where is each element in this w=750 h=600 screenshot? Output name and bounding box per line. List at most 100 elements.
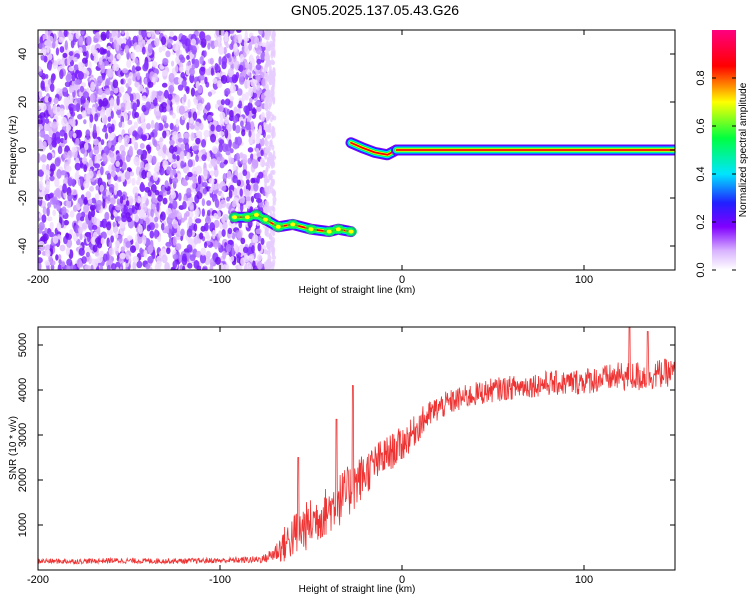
spectrogram-noise-speck <box>234 136 238 145</box>
spectrogram-y-tick-label: 0 <box>17 147 29 153</box>
spectrogram-noise-speck <box>197 151 203 158</box>
spectrogram-noise-speck <box>120 30 125 35</box>
spectrogram-noise-speck <box>91 106 96 115</box>
spectrogram-noise-speck <box>195 165 203 175</box>
spectrogram-noise-speck <box>93 145 100 155</box>
spectrogram-noise-speck <box>161 36 167 45</box>
spectrogram-noise-speck <box>189 124 195 130</box>
spectrogram-noise-speck <box>79 85 85 93</box>
spectrogram-noise-speck <box>269 64 272 73</box>
spectrogram-noise-speck <box>127 86 132 93</box>
spectrogram-noise-speck <box>67 155 71 165</box>
spectrogram-noise-speck <box>124 44 130 54</box>
spectrogram-noise-speck <box>154 216 159 223</box>
spectrogram-noise-speck <box>47 96 52 103</box>
spectrogram-noise-speck <box>206 209 211 216</box>
snr-frame <box>37 326 676 571</box>
spectrogram-noise-speck <box>71 146 78 153</box>
spectrogram-noise-speck <box>59 244 66 252</box>
spectrogram-noise-speck <box>142 63 149 72</box>
spectrogram-noise-speck <box>178 192 182 202</box>
spectrogram-noise-speck <box>120 246 125 253</box>
spectrogram-noise-speck <box>127 78 132 86</box>
spectrogram-noise-speck <box>190 132 195 142</box>
spectrogram-noise-speck <box>109 90 114 96</box>
spectrogram-noise-speck <box>93 123 97 134</box>
spectrogram-noise-speck <box>131 177 136 186</box>
spectrogram-noise-speck <box>232 122 236 132</box>
spectrogram-noise-speck <box>236 179 242 187</box>
spectrogram-noise-speck <box>38 212 43 219</box>
spectrogram-noise-speck <box>140 181 145 191</box>
spectrogram-noise-speck <box>202 187 207 195</box>
spectrogram-noise-speck <box>88 159 93 168</box>
spectrogram-noise-speck <box>45 83 50 93</box>
spectrogram-track-blob <box>335 227 341 232</box>
spectrogram-noise-speck <box>186 151 191 160</box>
spectrogram-noise-speck <box>172 260 178 269</box>
spectrogram-noise-speck <box>114 240 120 248</box>
spectrogram-noise-speck <box>114 63 120 72</box>
spectrogram-noise-speck <box>220 192 225 200</box>
spectrogram-noise-speck <box>50 260 56 266</box>
spectrogram-noise-speck <box>49 231 55 238</box>
spectrogram-noise-speck <box>209 170 215 177</box>
spectrogram-noise-speck <box>102 97 109 107</box>
spectrogram-noise-speck <box>104 60 109 67</box>
spectrogram-noise-speck <box>249 88 253 98</box>
spectrogram-noise-speck <box>105 107 112 117</box>
spectrogram-noise-speck <box>264 63 269 68</box>
snr-x-ticks: -200 -100 0 100 <box>27 327 593 586</box>
spectrogram-noise-speck <box>187 171 193 178</box>
spectrogram-noise-speck <box>138 209 145 220</box>
spectrogram-noise-speck <box>38 90 43 99</box>
spectrogram-noise-speck <box>94 258 99 268</box>
spectrogram-noise-speck <box>129 245 136 253</box>
spectrogram-noise-speck <box>232 161 237 172</box>
spectrogram-noise-speck <box>233 243 238 253</box>
snr-x-label: Height of straight line (km) <box>299 584 416 595</box>
spectrogram-noise-speck <box>272 67 276 74</box>
spectrogram-noise-speck <box>199 31 206 41</box>
spectrogram-noise-speck <box>53 97 59 105</box>
spectrogram-noise-speck <box>264 49 269 56</box>
spectrogram-noise-speck <box>198 156 203 162</box>
spectrogram-noise-speck <box>257 235 262 242</box>
spectrogram-noise-speck <box>258 30 264 35</box>
spectrogram-noise-speck <box>48 62 52 71</box>
spectrogram-noise-speck <box>127 235 133 241</box>
spectrogram-noise-speck <box>113 185 118 196</box>
spectrogram-noise-speck <box>109 197 116 205</box>
spectrogram-noise-speck <box>252 92 258 99</box>
spectrogram-noise-speck <box>267 102 271 110</box>
spectrogram-noise-speck <box>197 102 203 112</box>
spectrogram-noise-speck <box>256 58 262 65</box>
spectrogram-noise-speck <box>75 30 80 40</box>
spectrogram-noise-speck <box>186 244 193 253</box>
spectrogram-noise-speck <box>261 137 265 147</box>
spectrogram-noise-speck <box>89 185 95 192</box>
spectrogram-noise-speck <box>187 262 193 269</box>
spectrogram-noise-speck <box>248 42 253 51</box>
spectrogram-noise-speck <box>215 30 222 37</box>
spectrogram-noise-speck <box>90 264 94 270</box>
spectrogram-noise-speck <box>187 111 192 119</box>
spectrogram-noise-speck <box>75 102 81 113</box>
spectrogram-noise-speck <box>47 53 53 61</box>
spectrogram-noise-speck <box>106 229 113 236</box>
spectrogram-noise-speck <box>218 139 225 145</box>
spectrogram-noise-speck <box>146 152 151 162</box>
spectrogram-noise-speck <box>180 228 185 237</box>
spectrogram-noise-speck <box>141 46 146 55</box>
spectrogram-noise-speck <box>42 206 47 215</box>
spectrogram-noise-speck <box>134 44 141 53</box>
spectrogram-noise-speck <box>222 214 229 221</box>
spectrogram-noise-speck <box>172 154 177 160</box>
spectrogram-noise-speck <box>87 234 91 243</box>
spectrogram-noise-speck <box>140 134 148 141</box>
spectrogram-noise-speck <box>164 180 169 188</box>
spectrogram-noise-speck <box>123 135 130 145</box>
spectrogram-noise-speck <box>146 122 151 130</box>
spectrogram-y-label: Frequency (Hz) <box>8 116 19 185</box>
spectrogram-noise <box>38 30 277 270</box>
